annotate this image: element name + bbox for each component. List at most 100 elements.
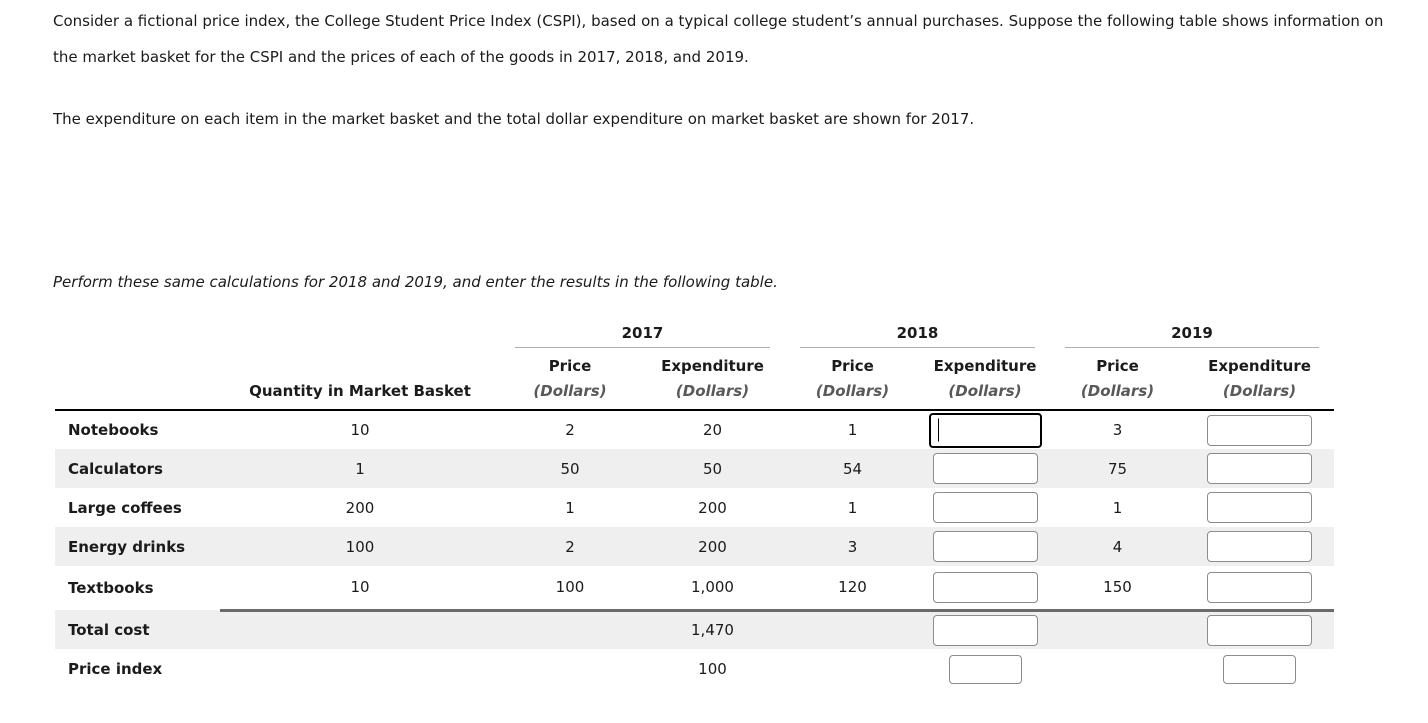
input-total-cost-2019[interactable]: [1207, 614, 1312, 646]
table-row-notebooks: Notebooks 10 2 20 1 3: [55, 410, 1334, 449]
cell-large-coffees-expenditure-2019: [1185, 488, 1334, 527]
spacer-cell: [500, 649, 640, 689]
cell-notebooks-price-2019: 3: [1112, 421, 1123, 439]
input-expenditure-2018-large-coffees[interactable]: [932, 492, 1038, 523]
year-group-2018: 2018: [785, 324, 1050, 348]
unit-label: (Dollars): [785, 380, 920, 411]
cell-textbooks-price-2019: 150: [1103, 578, 1132, 597]
col-header-expenditure-2017: Expenditure: [661, 357, 764, 375]
cell-notebooks-expenditure-2018: [920, 410, 1050, 449]
col-header-expenditure-2019: Expenditure: [1208, 357, 1311, 375]
col-header-expenditure-2018: Expenditure: [933, 357, 1037, 375]
cell-price-index-2018: [920, 649, 1050, 689]
page: Consider a fictional price index, the Co…: [53, 12, 1383, 689]
input-expenditure-2019-notebooks[interactable]: [1207, 414, 1312, 446]
input-expenditure-2018-calculators[interactable]: [932, 453, 1038, 484]
cell-price-index-2017: 100: [698, 660, 727, 678]
cell-textbooks-price-2017: 100: [555, 578, 585, 597]
cell-energy-drinks-quantity: 100: [345, 537, 375, 556]
input-expenditure-2019-large-coffees[interactable]: [1207, 492, 1312, 523]
unit-label: (Dollars): [920, 380, 1050, 411]
spacer-cell: [220, 608, 500, 649]
spacer-cell: [785, 608, 920, 649]
text-caret: [937, 418, 939, 442]
cell-price-index-2019: [1185, 649, 1334, 689]
cell-notebooks-price-2018: 1: [847, 421, 858, 439]
year-2018-label: 2018: [800, 324, 1035, 348]
cell-large-coffees-price-2018: 1: [847, 498, 858, 517]
year-group-2017: 2017: [500, 324, 785, 348]
spacer-cell: [1050, 649, 1185, 689]
col-header-price-2019: Price: [1096, 357, 1139, 375]
spacer-cell: [785, 649, 920, 689]
input-price-index-2019[interactable]: [1223, 654, 1296, 684]
cell-energy-drinks-price-2017: 2: [565, 537, 575, 556]
cell-calculators-expenditure-2019: [1185, 449, 1334, 488]
input-expenditure-2019-calculators[interactable]: [1207, 453, 1312, 484]
row-label-total-cost: Total cost: [68, 620, 150, 639]
table-row-large-coffees: Large coffees 200 1 200 1 1: [55, 488, 1334, 527]
year-2019-label: 2019: [1065, 324, 1319, 348]
cell-energy-drinks-price-2019: 4: [1112, 537, 1123, 556]
col-header-price-2017: Price: [548, 357, 592, 375]
spacer-cell: [55, 380, 220, 411]
cell-large-coffees-price-2019: 1: [1112, 498, 1123, 517]
table-row-calculators: Calculators 1 50 50 54 75: [55, 449, 1334, 488]
table-row-energy-drinks: Energy drinks 100 2 200 3 4: [55, 527, 1334, 566]
spacer-cell: [55, 324, 220, 348]
cell-calculators-price-2019: 75: [1107, 459, 1128, 478]
spacer-cell: [220, 348, 500, 380]
input-expenditure-2018-energy-drinks[interactable]: [932, 531, 1038, 562]
spacer-cell: [220, 649, 500, 689]
row-label-large-coffees: Large coffees: [68, 498, 182, 517]
row-label-energy-drinks: Energy drinks: [68, 537, 186, 556]
input-expenditure-2018-textbooks[interactable]: [932, 571, 1038, 603]
cell-energy-drinks-expenditure-2018: [920, 527, 1050, 566]
cell-notebooks-expenditure-2017: 20: [702, 421, 723, 439]
table-row-price-index: Price index 100: [55, 649, 1334, 689]
cell-textbooks-price-2018: 120: [838, 578, 867, 597]
cspi-table: 2017 2018 2019 Price Expenditure Price E…: [55, 324, 1334, 689]
year-2017-label: 2017: [515, 324, 770, 348]
spacer-cell: [55, 348, 220, 380]
table-row-total-cost: Total cost 1,470: [55, 608, 1334, 649]
cell-notebooks-expenditure-2019: [1185, 410, 1334, 449]
cell-calculators-expenditure-2018: [920, 449, 1050, 488]
cell-textbooks-expenditure-2018: [920, 566, 1050, 610]
cell-large-coffees-expenditure-2018: [920, 488, 1050, 527]
cell-calculators-quantity: 1: [355, 459, 365, 478]
col-header-quantity: Quantity in Market Basket: [220, 380, 500, 411]
cell-textbooks-quantity: 10: [350, 578, 370, 597]
cell-large-coffees-price-2017: 1: [565, 498, 575, 517]
cell-energy-drinks-expenditure-2017: 200: [698, 537, 727, 556]
row-label-notebooks: Notebooks: [68, 421, 159, 439]
spacer-cell: [500, 608, 640, 649]
row-label-calculators: Calculators: [68, 459, 163, 478]
cell-total-cost-2019: [1185, 608, 1334, 649]
row-label-price-index: Price index: [68, 660, 163, 678]
input-expenditure-2019-textbooks[interactable]: [1207, 571, 1312, 603]
cell-notebooks-price-2017: 2: [565, 421, 575, 439]
input-total-cost-2018[interactable]: [932, 614, 1038, 646]
row-label-textbooks: Textbooks: [68, 579, 154, 597]
spacer-cell: [1050, 608, 1185, 649]
instruction-text: Perform these same calculations for 2018…: [53, 273, 778, 291]
input-expenditure-2019-energy-drinks[interactable]: [1207, 531, 1312, 562]
cell-total-cost-2017: 1,470: [640, 608, 785, 649]
input-expenditure-2018-notebooks[interactable]: [928, 412, 1042, 448]
year-group-2019: 2019: [1050, 324, 1334, 348]
cell-calculators-expenditure-2017: 50: [702, 459, 723, 478]
cell-total-cost-2018: [920, 608, 1050, 649]
cell-energy-drinks-expenditure-2019: [1185, 527, 1334, 566]
cell-calculators-price-2018: 54: [842, 459, 863, 478]
unit-label: (Dollars): [1185, 380, 1334, 411]
cell-large-coffees-expenditure-2017: 200: [698, 498, 727, 517]
spacer-cell: [220, 324, 500, 348]
unit-label: (Dollars): [1050, 380, 1185, 411]
input-price-index-2018[interactable]: [948, 654, 1022, 684]
intro-paragraph-2: The expenditure on each item in the mark…: [53, 110, 975, 128]
cell-textbooks-expenditure-2019: [1185, 566, 1334, 610]
cell-textbooks-expenditure-2017: 1,000: [691, 578, 734, 597]
cell-large-coffees-quantity: 200: [345, 498, 375, 517]
col-header-price-2018: Price: [831, 357, 874, 375]
